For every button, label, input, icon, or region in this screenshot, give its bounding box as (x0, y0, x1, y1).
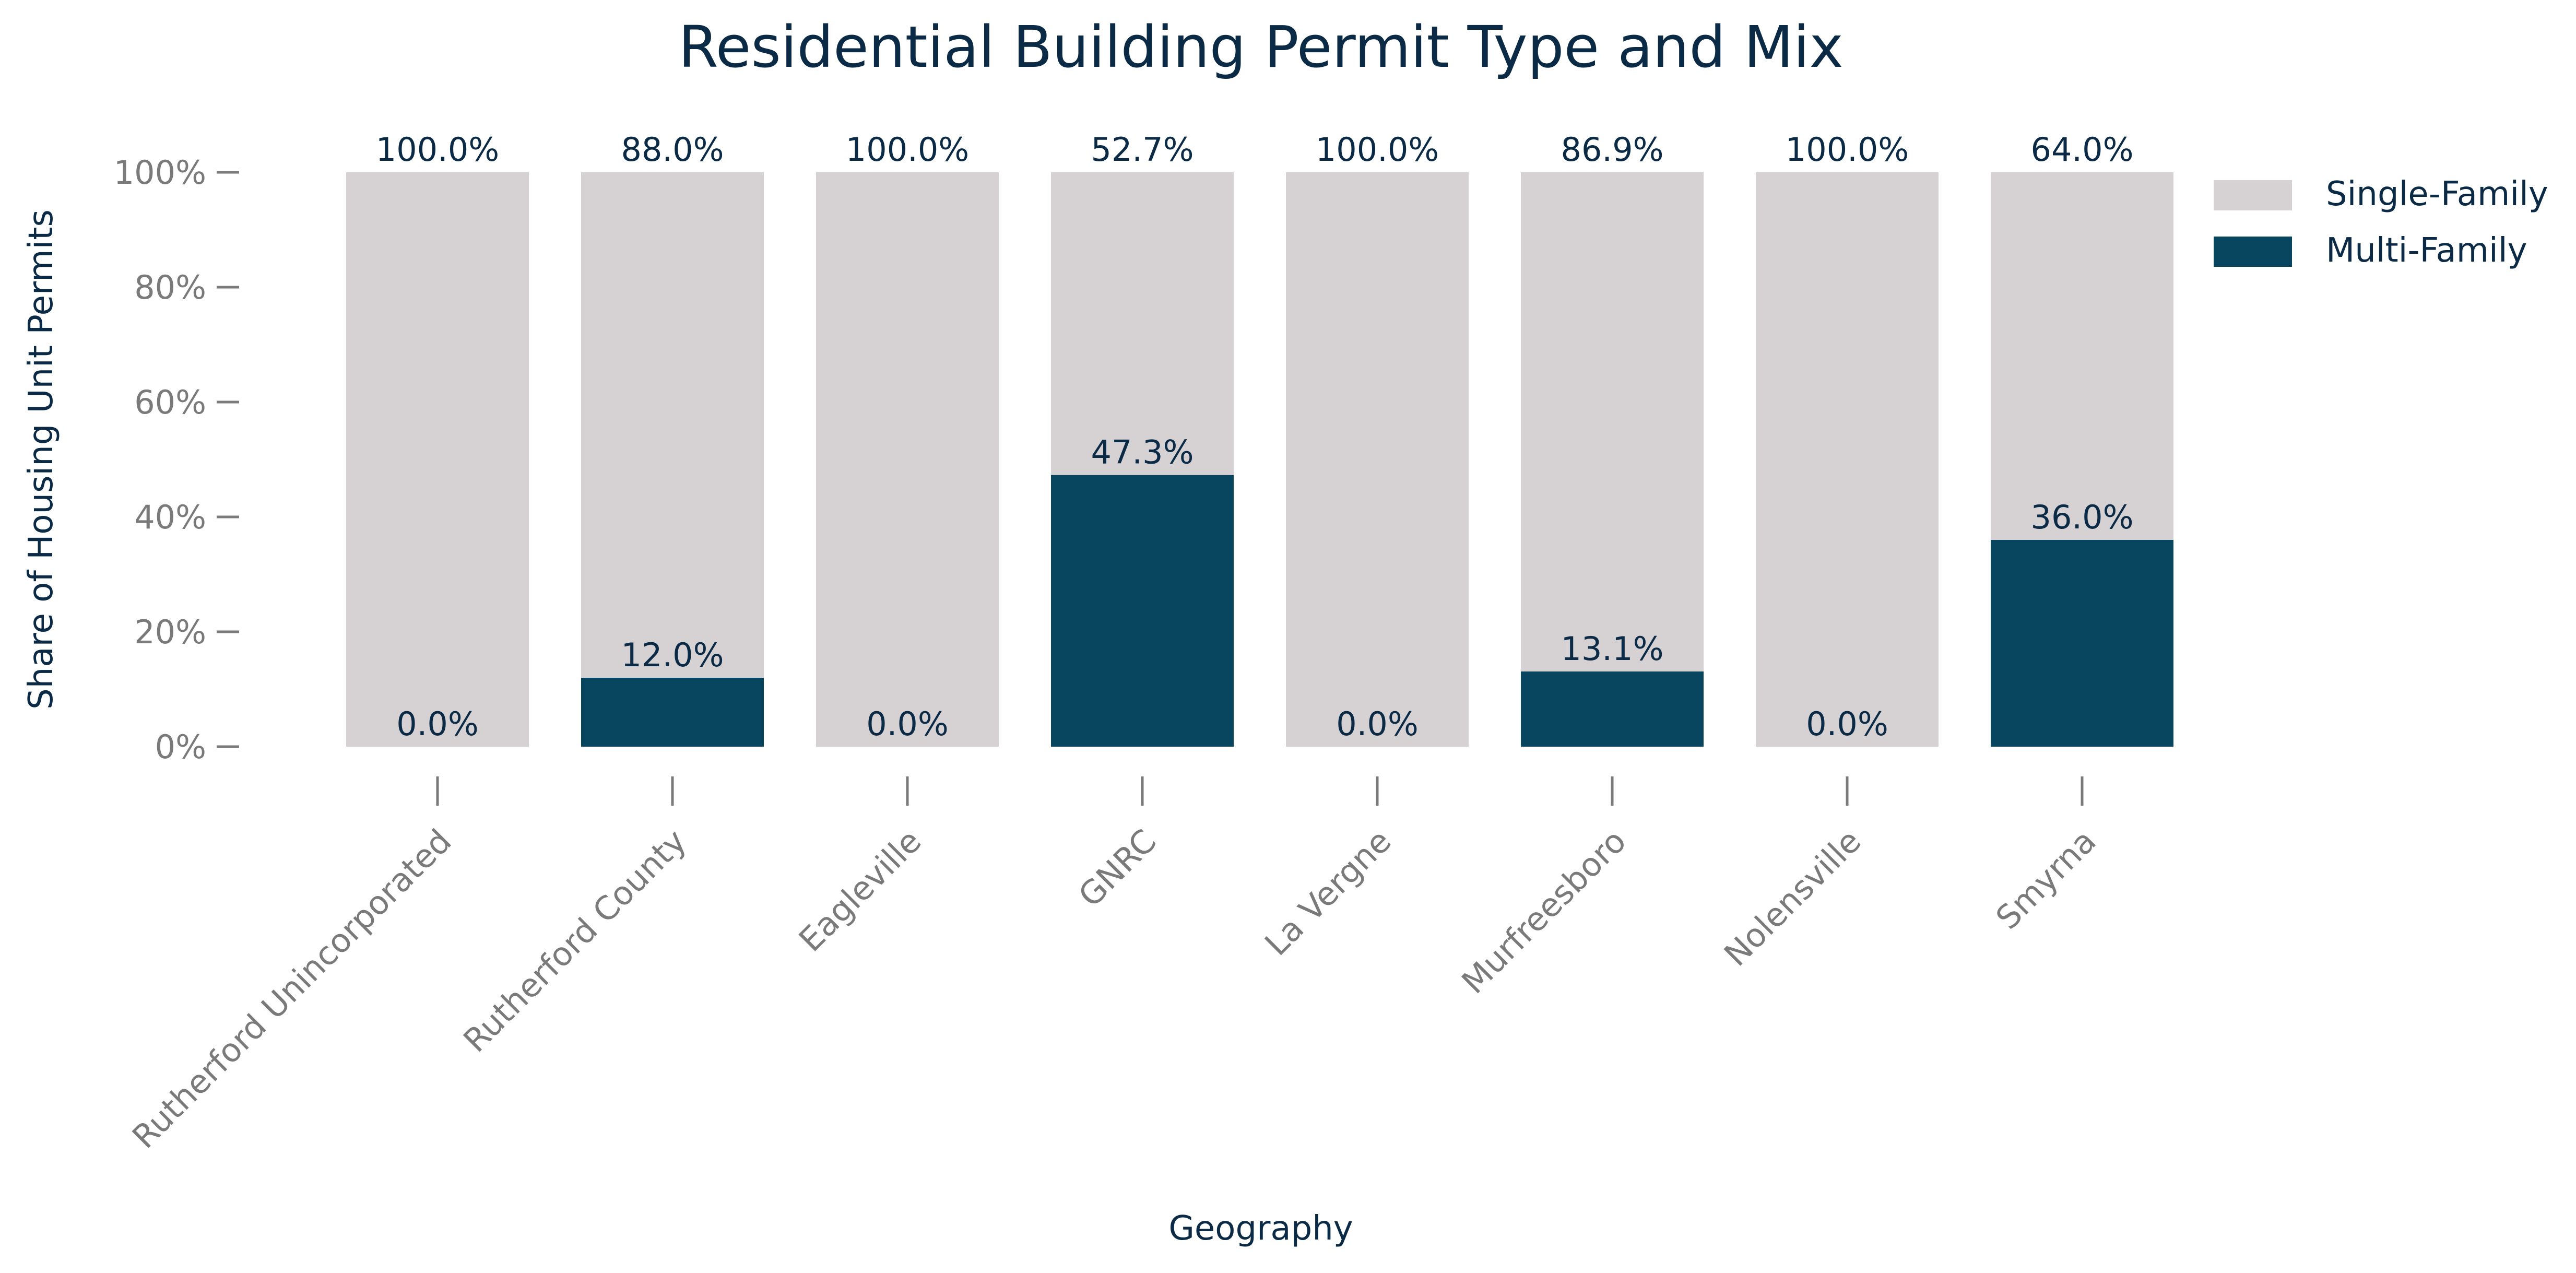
data-labels: 0.0% 100.0% 12.0% 88.0% 0.0% 100.0% 47.3% 52.7%… (376, 131, 2134, 743)
x-tick-label: GNRC (1071, 822, 1163, 914)
x-tick-label: Nolensville (1717, 822, 1868, 973)
data-label: 100.0% (1786, 131, 1909, 169)
bar-multi-family (1521, 671, 1704, 747)
bar-single-family (816, 172, 999, 747)
data-label: 86.9% (1561, 131, 1664, 169)
data-label: 0.0% (396, 705, 479, 743)
y-tick-label: 100% (114, 154, 206, 192)
legend-swatch (2214, 180, 2292, 210)
y-tick-label: 20% (134, 613, 206, 651)
x-tick-label: Rutherford County (456, 822, 693, 1059)
x-tick-label: Rutherford Unincorporated (125, 822, 458, 1156)
bar-multi-family (1991, 540, 2173, 747)
y-tick-label: 40% (134, 498, 206, 536)
legend-swatch (2214, 237, 2292, 267)
y-axis: 0% 20% 40% 60% 80% 100% (114, 154, 239, 766)
bar-single-family (581, 172, 764, 678)
y-tick-label: 0% (155, 728, 206, 766)
data-label: 100.0% (1316, 131, 1439, 169)
bar-multi-family (581, 678, 764, 747)
y-tick-label: 60% (134, 383, 206, 421)
x-axis-title: Geography (1168, 1209, 1353, 1248)
bar-single-family (1051, 172, 1234, 475)
data-label: 64.0% (2031, 131, 2134, 169)
legend-label: Multi-Family (2326, 231, 2527, 270)
data-label: 0.0% (1336, 705, 1419, 743)
data-label: 52.7% (1091, 131, 1194, 169)
data-label: 12.0% (621, 636, 724, 674)
x-tick-label: Eagleville (791, 822, 929, 959)
legend-label: Single-Family (2326, 175, 2548, 214)
bar-single-family (1286, 172, 1469, 747)
x-tick-label: Smyrna (1989, 822, 2104, 937)
data-label: 88.0% (621, 131, 724, 169)
data-label: 13.1% (1561, 630, 1664, 668)
y-tick-label: 80% (134, 268, 206, 307)
x-tick-label: La Vergne (1257, 822, 1398, 963)
bar-single-family (1521, 172, 1704, 671)
bar-single-family (1991, 172, 2173, 540)
bar-multi-family (1051, 475, 1234, 747)
bars (346, 172, 2173, 747)
chart-title: Residential Building Permit Type and Mix (678, 14, 1843, 80)
data-label: 36.0% (2031, 498, 2134, 536)
bar-single-family (1756, 172, 1939, 747)
data-label: 0.0% (1806, 705, 1888, 743)
data-label: 100.0% (846, 131, 969, 169)
data-label: 0.0% (866, 705, 949, 743)
x-tick-label: Murfreesboro (1455, 822, 1634, 1001)
legend: Single-Family Multi-Family (2214, 175, 2548, 270)
y-axis-title: Share of Housing Unit Permits (22, 209, 61, 710)
data-label: 47.3% (1091, 433, 1194, 472)
bar-single-family (346, 172, 529, 747)
data-label: 100.0% (376, 131, 499, 169)
